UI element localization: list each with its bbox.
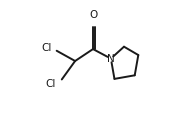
Text: N: N	[107, 54, 115, 64]
Text: O: O	[89, 10, 97, 20]
Text: Cl: Cl	[41, 43, 51, 53]
Text: Cl: Cl	[46, 79, 56, 89]
